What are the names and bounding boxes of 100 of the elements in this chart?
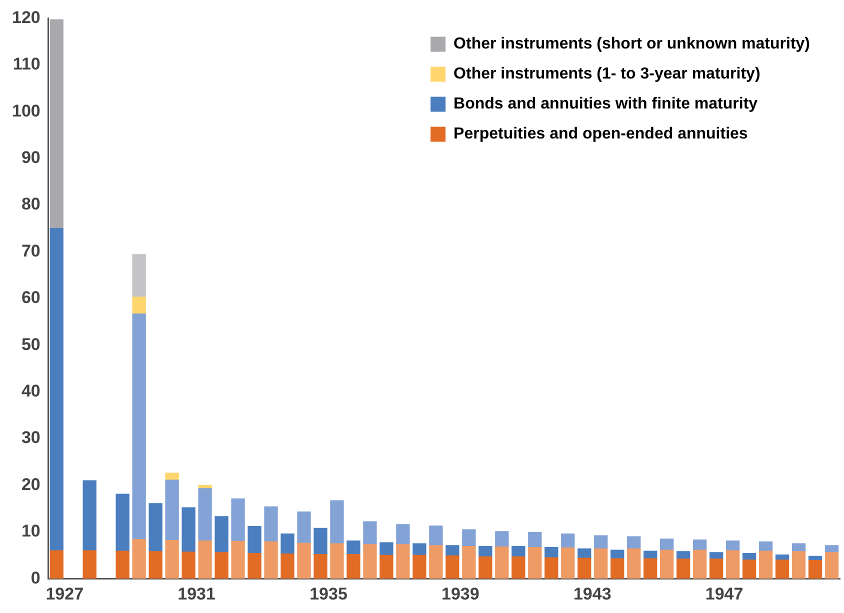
bar	[214, 516, 228, 553]
bar	[231, 498, 245, 542]
bar	[775, 560, 790, 579]
bar	[742, 560, 756, 579]
bar	[280, 533, 294, 554]
x-tick-label: 1947	[705, 584, 744, 604]
x-tick-label: 1927	[46, 584, 84, 604]
bar	[380, 542, 394, 556]
bar	[627, 548, 641, 579]
bar	[132, 313, 146, 540]
bar	[314, 528, 328, 555]
bar	[231, 540, 245, 579]
bar	[148, 503, 162, 552]
bar	[544, 557, 558, 579]
bar	[132, 254, 146, 298]
bar	[462, 546, 476, 579]
bar	[429, 526, 443, 546]
bar	[726, 550, 740, 579]
bar	[82, 480, 96, 551]
bar	[758, 550, 773, 579]
bar	[644, 558, 658, 579]
bar	[594, 535, 608, 550]
bar	[182, 507, 196, 552]
bar	[660, 550, 674, 579]
y-tick-label: 30	[21, 428, 40, 448]
bar	[478, 556, 492, 579]
bar	[544, 546, 558, 558]
bar	[709, 558, 724, 579]
bar	[692, 540, 707, 550]
bar	[297, 511, 311, 544]
bar	[346, 540, 360, 555]
bar	[446, 545, 460, 556]
x-tick-label: 1935	[310, 584, 348, 604]
y-tick-label: 100	[12, 101, 40, 120]
bar	[627, 536, 641, 550]
bar	[726, 540, 740, 551]
bar	[363, 544, 377, 579]
bar	[264, 506, 278, 542]
bar	[116, 550, 130, 579]
bar	[132, 296, 146, 314]
y-tick-label: 50	[21, 334, 40, 354]
bar	[824, 545, 839, 553]
bar	[528, 532, 542, 548]
bar	[314, 554, 328, 579]
bar	[512, 556, 526, 579]
bar	[214, 552, 228, 579]
y-tick-label: 20	[21, 474, 40, 494]
y-tick-label: 90	[21, 148, 40, 167]
legend-label: Perpetuities and open-ended annuities	[454, 126, 748, 143]
bar	[50, 550, 64, 579]
y-tick-label: 110	[12, 54, 40, 74]
bar	[116, 494, 130, 552]
bar	[132, 539, 146, 579]
bar	[412, 554, 426, 579]
bar	[462, 529, 476, 547]
bar	[478, 546, 492, 557]
bar	[330, 500, 344, 544]
bar	[676, 551, 690, 560]
bar	[676, 558, 690, 579]
x-tick-label: 1943	[573, 584, 612, 604]
y-tick-label: 70	[21, 241, 40, 260]
y-tick-label: 80	[21, 194, 40, 214]
legend-label: Other instruments (1- to 3-year maturity)	[454, 66, 760, 83]
bar	[412, 543, 426, 556]
bar	[660, 538, 674, 550]
y-tick-label: 60	[21, 288, 40, 308]
bar	[198, 488, 212, 542]
bar	[792, 551, 806, 579]
bar	[792, 543, 806, 552]
bar	[248, 526, 262, 554]
bar	[165, 472, 179, 480]
bar	[429, 545, 443, 579]
bar	[561, 533, 575, 548]
legend-label: Bonds and annuities with finite maturity	[454, 96, 758, 113]
bar	[50, 228, 64, 551]
bar	[495, 546, 509, 579]
y-tick-label: 10	[21, 522, 40, 541]
bar	[495, 531, 509, 548]
bar	[346, 554, 360, 579]
x-tick-label: 1939	[442, 584, 480, 604]
bar	[610, 558, 624, 579]
bar	[248, 553, 262, 579]
bar	[396, 544, 410, 579]
y-tick-label: 120	[12, 8, 40, 27]
bar	[363, 521, 377, 545]
bar	[165, 540, 179, 579]
bar	[198, 540, 212, 579]
bar	[578, 558, 592, 579]
bar	[644, 550, 658, 559]
bar	[561, 547, 575, 579]
bar	[692, 550, 707, 579]
x-tick-label: 1931	[178, 584, 216, 604]
legend-label: Other instruments (short or unknown maturity)	[454, 36, 810, 53]
bar	[594, 548, 608, 579]
y-tick-label: 40	[21, 381, 40, 400]
bar	[50, 19, 64, 229]
y-tick-label: 0	[30, 568, 40, 588]
bar	[148, 551, 162, 579]
bar	[808, 560, 822, 579]
bar	[82, 550, 96, 579]
